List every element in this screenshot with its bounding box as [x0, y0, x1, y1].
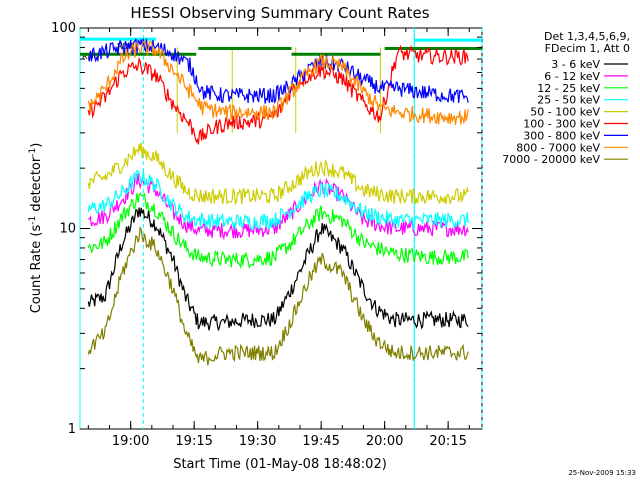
y-tick-label-1: 10 [59, 222, 76, 237]
y-tick-label-0: 1 [68, 422, 76, 437]
x-tick-label-5: 20:15 [429, 434, 466, 449]
legend-header-1: Det 1,3,4,5,6,9, [544, 30, 630, 43]
series-line-4 [87, 142, 469, 206]
legend-label-2: 12 - 25 keV [537, 82, 600, 95]
series-line-0 [87, 207, 469, 331]
axis-layer: 19:00 19:15 19:30 19:45 20:00 20:15 1 10 100 [51, 21, 482, 449]
series-line-2 [87, 192, 469, 270]
legend-label-8: 7000 - 20000 keV [502, 153, 600, 166]
series-line-8 [87, 225, 469, 366]
legend-label-3: 25 - 50 keV [537, 94, 600, 107]
x-tick-label-0: 19:00 [112, 434, 149, 449]
legend-label-5: 100 - 300 keV [523, 118, 600, 131]
x-tick-label-4: 20:00 [366, 434, 403, 449]
legend-header-2: FDecim 1, Att 0 [545, 42, 630, 55]
x-tick-label-1: 19:15 [175, 434, 212, 449]
legend-label-7: 800 - 7000 keV [516, 141, 600, 154]
legend-label-0: 3 - 6 keV [551, 58, 600, 71]
legend-label-6: 300 - 800 keV [523, 129, 600, 142]
legend-label-4: 50 - 100 keV [530, 106, 600, 119]
x-tick-label-2: 19:30 [239, 434, 276, 449]
series-line-7 [87, 40, 469, 125]
series-line-3 [87, 169, 469, 231]
x-axis-label: Start Time (01-May-08 18:48:02) [173, 457, 387, 472]
footer-timestamp: 25-Nov-2009 15:33 [568, 469, 636, 477]
chart-title: HESSI Observing Summary Count Rates [130, 4, 429, 22]
series-line-5 [87, 44, 469, 145]
series-layer [79, 28, 483, 429]
x-tick-label-3: 19:45 [302, 434, 339, 449]
y-axis-label: Count Rate (s-1 detector-1) [28, 143, 44, 314]
y-tick-label-2: 100 [51, 21, 76, 36]
series-line-6 [87, 38, 469, 105]
legend-label-1: 6 - 12 keV [544, 70, 600, 83]
